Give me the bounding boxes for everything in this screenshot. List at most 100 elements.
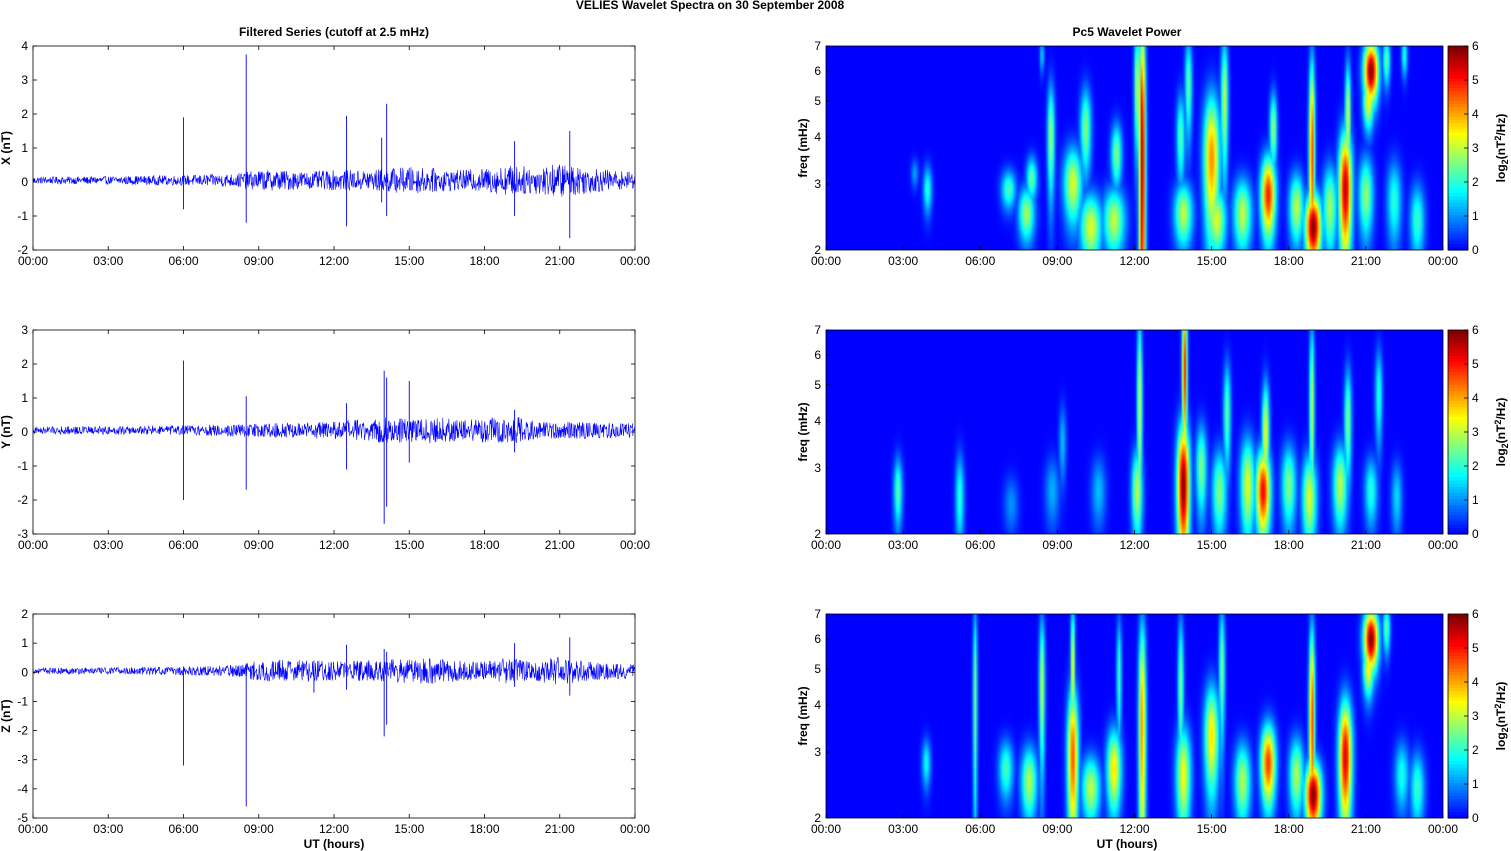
colorbar-y: 0123456log2(nT2/Hz) <box>1448 323 1510 541</box>
colorbar-tick-label: 4 <box>1472 391 1479 405</box>
colorbar-tick-label: 5 <box>1472 641 1479 655</box>
y-tick-label: -2 <box>17 493 28 507</box>
x-tick-label: 12:00 <box>1119 538 1149 552</box>
x-tick-label: 03:00 <box>888 254 918 268</box>
x-tick-label: 00:00 <box>18 538 48 552</box>
x-tick-label: 21:00 <box>545 538 575 552</box>
x-tick-label: 00:00 <box>620 822 650 836</box>
colorbar-label-part: log <box>1494 164 1508 182</box>
series-panel-z: 210-1-2-3-4-500:00 03:00 06:00 09:00 12:00 15… <box>0 607 650 836</box>
colorbar-tick-label: 4 <box>1472 675 1479 689</box>
left-column-title: Filtered Series (cutoff at 2.5 mHz) <box>239 25 429 39</box>
figure-suptitle: VELIES Wavelet Spectra on 30 September 2… <box>576 0 845 12</box>
x-tick-label: 18:00 <box>1274 254 1304 268</box>
x-tick-label: 00:00 <box>811 254 841 268</box>
x-tick-label: 18:00 <box>469 254 499 268</box>
x-tick-label: 12:00 <box>319 538 349 552</box>
series-panel-x: 43210-1-200:00 03:00 06:00 09:00 12:00 15:00 1… <box>0 39 650 268</box>
colorbar-label: log2(nT2/Hz) <box>1493 682 1510 751</box>
wavelet-panel-z: 23456700:00 03:00 06:00 09:00 12:00 15:00 18:0… <box>796 607 1510 836</box>
x-tick-label: 21:00 <box>1351 822 1381 836</box>
left-xlabel: UT (hours) <box>304 837 365 851</box>
y-tick-label: 6 <box>814 348 821 362</box>
x-tick-label: 03:00 <box>888 822 918 836</box>
x-tick-label: 21:00 <box>1351 254 1381 268</box>
y-tick-label: 3 <box>814 461 821 475</box>
x-tick-label: 06:00 <box>168 538 198 552</box>
colorbar-tick-label: 0 <box>1472 811 1479 825</box>
x-tick-label: 03:00 <box>888 538 918 552</box>
x-tick-label: 09:00 <box>1042 254 1072 268</box>
y-tick-label: 1 <box>21 636 28 650</box>
colorbar-tick-label: 6 <box>1472 39 1479 53</box>
y-tick-label: 3 <box>21 73 28 87</box>
wavelet-power-image <box>826 614 1443 818</box>
x-tick-label: 09:00 <box>244 822 274 836</box>
x-tick-label: 09:00 <box>1042 538 1072 552</box>
y-axis-label: Y (nT) <box>0 415 13 449</box>
y-tick-label: 6 <box>814 632 821 646</box>
y-tick-label: 1 <box>21 391 28 405</box>
colorbar-label-part: /Hz) <box>1494 114 1508 136</box>
colorbar-tick-label: 2 <box>1472 175 1479 189</box>
x-tick-label: 00:00 <box>18 822 48 836</box>
colorbar-label-part: (nT <box>1494 424 1508 443</box>
x-tick-label: 12:00 <box>319 254 349 268</box>
x-tick-label: 06:00 <box>168 822 198 836</box>
x-tick-label: 12:00 <box>319 822 349 836</box>
colorbar-label: log2(nT2/Hz) <box>1493 398 1510 467</box>
y-tick-label: 3 <box>21 323 28 337</box>
y-tick-label: 6 <box>814 64 821 78</box>
colorbar-tick-label: 1 <box>1472 777 1479 791</box>
colorbar-tick-label: 3 <box>1472 141 1479 155</box>
wavelet-panel-y: 23456700:00 03:00 06:00 09:00 12:00 15:00 18:0… <box>796 323 1510 552</box>
colorbar-tick-label: 5 <box>1472 357 1479 371</box>
y-tick-label: 2 <box>21 107 28 121</box>
x-tick-label: 15:00 <box>1197 254 1227 268</box>
y-tick-label: -3 <box>17 753 28 767</box>
x-tick-label: 18:00 <box>1274 822 1304 836</box>
y-tick-label: 5 <box>814 94 821 108</box>
x-tick-label: 00:00 <box>620 538 650 552</box>
x-tick-label: 06:00 <box>168 254 198 268</box>
colorbar-step <box>1448 330 1468 334</box>
y-tick-label: 3 <box>814 745 821 759</box>
y-tick-label: 7 <box>814 39 821 53</box>
y-tick-label: 2 <box>21 607 28 621</box>
x-tick-label: 15:00 <box>1197 822 1227 836</box>
x-tick-label: 21:00 <box>545 822 575 836</box>
y-tick-label: 0 <box>21 425 28 439</box>
y-tick-label: 3 <box>814 177 821 191</box>
x-tick-label: 00:00 <box>1428 254 1458 268</box>
y-tick-label: -1 <box>17 459 28 473</box>
y-tick-label: 5 <box>814 662 821 676</box>
x-tick-label: 15:00 <box>1197 538 1227 552</box>
x-tick-label: 03:00 <box>93 822 123 836</box>
y-tick-label: -2 <box>17 724 28 738</box>
colorbar-step <box>1448 46 1468 50</box>
colorbar-label-part: (nT <box>1494 708 1508 727</box>
x-tick-label: 00:00 <box>1428 538 1458 552</box>
y-tick-label: 5 <box>814 378 821 392</box>
colorbar-tick-label: 0 <box>1472 243 1479 257</box>
colorbar-label-part: log <box>1494 732 1508 750</box>
series-panel-y: 3210-1-2-300:00 03:00 06:00 09:00 12:00 15:00… <box>0 323 650 552</box>
colorbar-tick-label: 3 <box>1472 425 1479 439</box>
y-tick-label: 4 <box>814 130 821 144</box>
y-tick-label: -1 <box>17 209 28 223</box>
y-tick-label: 4 <box>814 698 821 712</box>
colorbar-tick-label: 5 <box>1472 73 1479 87</box>
y-tick-label: 4 <box>814 414 821 428</box>
colorbar-tick-label: 3 <box>1472 709 1479 723</box>
colorbar-label-part: /Hz) <box>1494 398 1508 420</box>
y-tick-label: 1 <box>21 141 28 155</box>
wavelet-power-image <box>826 46 1443 250</box>
colorbar-step <box>1448 614 1468 618</box>
x-tick-label: 12:00 <box>1119 254 1149 268</box>
colorbar-label: log2(nT2/Hz) <box>1493 114 1510 183</box>
x-tick-label: 21:00 <box>1351 538 1381 552</box>
y-tick-label: 0 <box>21 175 28 189</box>
